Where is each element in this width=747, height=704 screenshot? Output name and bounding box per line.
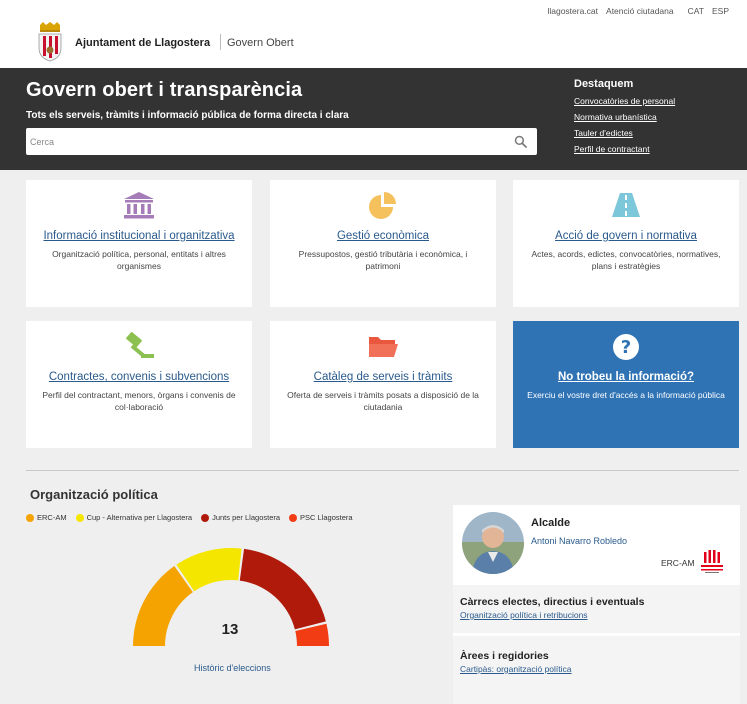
org-section-title: Organització política	[30, 487, 158, 502]
card-title[interactable]: Gestió econòmica	[336, 230, 430, 242]
card-title[interactable]: Informació institucional i organitzativa	[43, 230, 235, 242]
pie-chart-icon	[369, 192, 396, 219]
legend-dot	[289, 513, 298, 522]
road-icon	[612, 193, 640, 217]
search-input[interactable]	[30, 133, 500, 150]
highlights-title: Destaquem	[574, 78, 634, 90]
legend-item: Cup - Alternativa per Llagostera	[75, 513, 193, 522]
chart-legend: ERC-AM Cup - Alternativa per Llagostera …	[26, 513, 362, 522]
card-title[interactable]: Contractes, convenis i subvencions	[48, 371, 230, 383]
seats-total: 13	[221, 621, 239, 638]
section-elected-officials: Càrrecs electes, directius i eventuals O…	[453, 585, 740, 633]
card-description: Organització política, personal, entitat…	[52, 249, 226, 271]
card-title[interactable]: Acció de govern i normativa	[555, 230, 697, 242]
page-title: Govern obert i transparència	[26, 79, 303, 101]
card-title[interactable]: Catàleg de serveis i tràmits	[313, 371, 453, 383]
legend-dot	[75, 513, 84, 522]
folder-icon	[369, 337, 398, 357]
mayor-avatar	[462, 512, 524, 574]
coat-of-arms-logo[interactable]	[36, 22, 64, 62]
lang-cat-link[interactable]: CAT	[687, 6, 704, 16]
card-not-found[interactable]: ? No trobeu la informació? Exerciu el vo…	[513, 321, 739, 448]
legend-item: ERC-AM	[26, 513, 67, 522]
page-subtitle: Tots els serveis, tràmits i informació p…	[26, 110, 349, 121]
party-logo-icon	[701, 550, 723, 573]
card-description: Exerciu el vostre dret d'accés a la info…	[527, 390, 725, 400]
section-link[interactable]: Cartipàs: organització política	[460, 664, 572, 674]
brand-name[interactable]: Ajuntament de Llagostera	[75, 37, 211, 49]
legend-label: Cup - Alternativa per Llagostera	[86, 513, 193, 522]
section-title: Càrrecs electes, directius i eventuals	[460, 596, 645, 608]
highlight-link-staff[interactable]: Convocatòries de personal	[574, 96, 676, 106]
gauge-segment-junts-per-llagostera[interactable]	[239, 548, 326, 630]
gavel-icon	[126, 332, 154, 358]
legend-item: PSC Llagostera	[289, 513, 353, 522]
gauge-segment-cup-alternativa-per-llagostera[interactable]	[176, 548, 242, 592]
question-icon: ?	[613, 334, 639, 360]
mayor-panel: Alcalde Antoni Navarro Robledo ERC-AM Cà…	[453, 505, 740, 704]
highlight-link-urban[interactable]: Normativa urbanística	[574, 112, 657, 122]
legend-label: Junts per Llagostera	[212, 513, 281, 522]
legend-item: Junts per Llagostera	[201, 513, 280, 522]
mayor-title: Alcalde	[531, 517, 571, 529]
svg-text:?: ?	[621, 337, 631, 358]
legend-label: PSC Llagostera	[300, 513, 353, 522]
card-economic[interactable]: Gestió econòmica Pressupostos, gestió tr…	[270, 180, 496, 307]
hero-banner: Govern obert i transparència Tots els se…	[0, 68, 747, 170]
card-description: Actes, acords, edictes, convocatòries, n…	[531, 249, 721, 271]
card-contracts[interactable]: Contractes, convenis i subvencions Perfi…	[26, 321, 252, 448]
highlight-link-edicts[interactable]: Tauler d'edictes	[574, 128, 633, 138]
top-links: llagostera.cat Atenció ciutadana CAT ESP	[539, 6, 729, 16]
top-header: llagostera.cat Atenció ciutadana CAT ESP…	[0, 0, 747, 68]
seats-gauge-chart	[133, 548, 329, 646]
gauge-segment-psc-llagostera[interactable]	[295, 623, 329, 646]
section-areas: Àrees i regidories Cartipàs: organitzaci…	[453, 636, 740, 704]
card-title[interactable]: No trobeu la informació?	[557, 371, 695, 383]
highlight-link-contractor[interactable]: Perfil de contractant	[574, 144, 650, 154]
card-description: Perfil del contractant, menors, òrgans i…	[42, 390, 236, 412]
section-link[interactable]: Organització política i retribucions	[460, 610, 588, 620]
historic-elections-link[interactable]: Històric d'eleccions	[194, 663, 271, 673]
legend-dot	[201, 513, 210, 522]
highlights: Destaquem Convocatòries de personal Norm…	[574, 78, 675, 160]
attention-link[interactable]: Atenció ciutadana	[606, 6, 674, 16]
brand-separator	[220, 34, 221, 50]
card-services-catalog[interactable]: Catàleg de serveis i tràmits Oferta de s…	[270, 321, 496, 448]
search-box	[26, 128, 537, 155]
brand-section[interactable]: Govern Obert	[227, 37, 294, 49]
legend-label: ERC-AM	[37, 513, 67, 522]
card-description: Pressupostos, gestió tributària i econòm…	[298, 249, 468, 271]
lang-esp-link[interactable]: ESP	[711, 6, 729, 16]
mayor-party: ERC-AM	[661, 558, 695, 568]
card-description: Oferta de serveis i tràmits posats a dis…	[287, 390, 479, 412]
section-divider	[26, 470, 739, 471]
legend-dot	[26, 513, 34, 522]
institution-icon	[124, 192, 154, 219]
site-link[interactable]: llagostera.cat	[547, 6, 599, 16]
card-institutional[interactable]: Informació institucional i organitzativa…	[26, 180, 252, 307]
card-government-action[interactable]: Acció de govern i normativa Actes, acord…	[513, 180, 739, 307]
section-title: Àrees i regidories	[460, 650, 549, 662]
search-icon[interactable]	[514, 135, 527, 148]
gauge-segment-erc-am[interactable]	[133, 566, 193, 646]
mayor-name[interactable]: Antoni Navarro Robledo	[531, 536, 628, 546]
